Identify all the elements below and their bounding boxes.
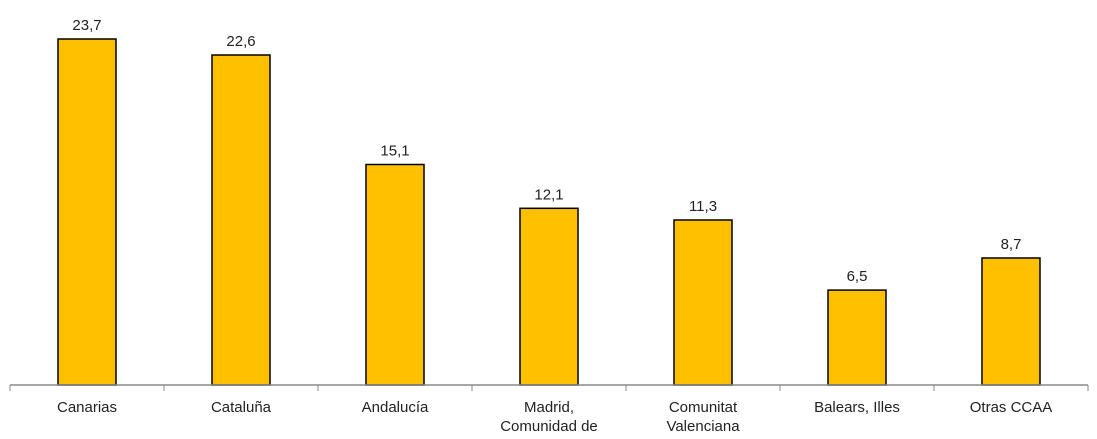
x-axis [9, 384, 1089, 391]
value-label: 23,7 [72, 17, 101, 34]
value-label: 22,6 [226, 33, 255, 50]
category-labels-layer: Canarias Cataluña Andalucía Madrid, Comunida… [57, 399, 1052, 435]
category-label: Comunitat Valenciana [666, 399, 740, 435]
value-label: 15,1 [380, 143, 409, 160]
value-label: 12,1 [534, 186, 563, 203]
category-label: Canarias [57, 399, 117, 416]
bar [211, 54, 271, 386]
category-label: Madrid, Comunidad de [500, 399, 598, 435]
value-label: 11,3 [689, 198, 717, 215]
bar [365, 163, 425, 386]
value-label: 6,5 [847, 268, 868, 285]
bars-layer [57, 38, 1041, 386]
bar [57, 38, 117, 386]
bar [827, 289, 887, 386]
value-label: 8,7 [1001, 236, 1022, 253]
bar [519, 207, 579, 386]
category-label: Otras CCAA [970, 399, 1053, 416]
category-label: Andalucía [362, 399, 429, 416]
bar [673, 219, 733, 386]
category-label: Cataluña [211, 399, 272, 416]
value-labels-layer: 23,7 22,6 15,1 12,1 11,3 6,5 8,7 [72, 17, 1021, 285]
category-label: Balears, Illes [814, 399, 900, 416]
bar [981, 257, 1041, 386]
